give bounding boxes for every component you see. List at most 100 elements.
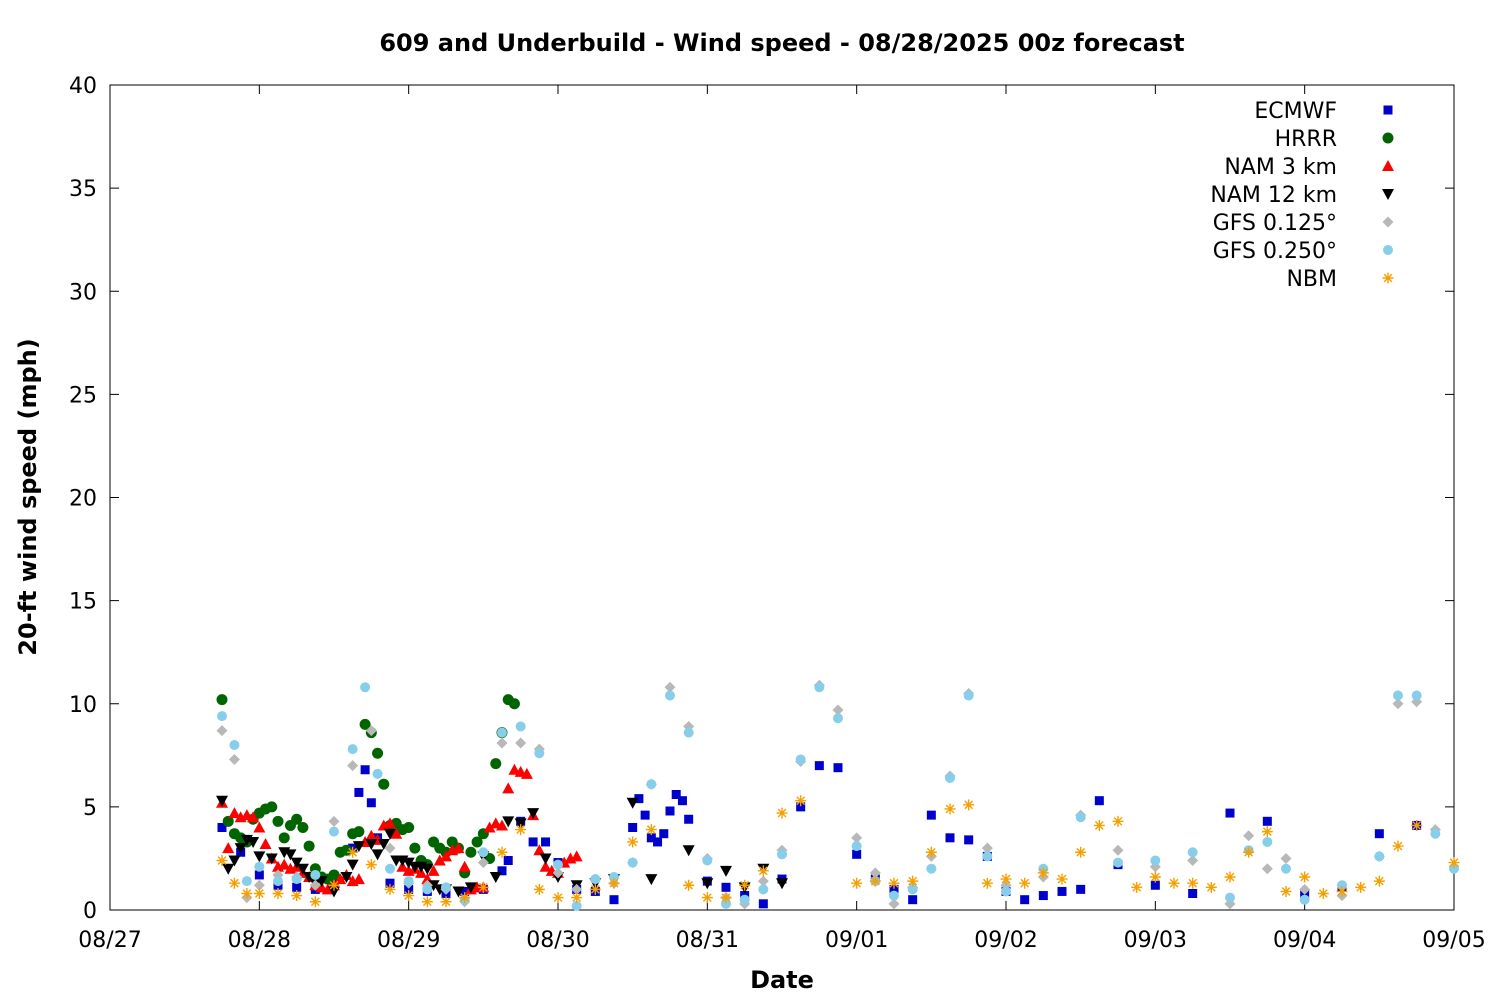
data-point-nam-12-km [296, 863, 309, 875]
legend-entry-gfs-0-125: GFS 0.125° [1213, 211, 1394, 236]
data-point-gfs-0-250 [963, 690, 974, 701]
data-point-nbm [1392, 840, 1404, 852]
legend-marker-nam-3-km [1382, 160, 1394, 171]
data-point-ecmwf [964, 835, 974, 845]
data-point-nam-12-km [340, 872, 353, 883]
data-point-nbm [1075, 846, 1087, 858]
data-point-ecmwf [945, 833, 955, 843]
data-point-hrrr [266, 801, 278, 813]
data-point-gfs-0-125 [1112, 844, 1124, 856]
data-point-nam-12-km [626, 797, 639, 809]
data-point-nbm [1093, 819, 1105, 831]
data-point-nam-3-km [440, 850, 452, 862]
data-point-ecmwf [1076, 884, 1086, 894]
data-point-nbm [701, 892, 713, 904]
legend-label: NBM [1286, 267, 1337, 292]
data-point-gfs-0-250 [758, 884, 769, 895]
data-point-nam-12-km [228, 855, 241, 867]
legend-marker-hrrr [1382, 132, 1394, 144]
data-point-gfs-0-250 [665, 690, 675, 701]
legend-label: GFS 0.125° [1213, 211, 1337, 236]
data-point-nam-3-km [390, 827, 403, 839]
data-point-hrrr [328, 869, 340, 881]
data-point-gfs-0-125 [328, 815, 340, 827]
data-point-nam-12-km [216, 795, 228, 807]
data-point-gfs-0-250 [1393, 690, 1403, 701]
data-point-ecmwf [292, 882, 302, 892]
data-point-gfs-0-250 [254, 861, 265, 872]
series-nbm [216, 795, 1460, 908]
data-point-gfs-0-250 [497, 727, 507, 738]
data-point-nam-3-km [384, 817, 396, 829]
data-point-gfs-0-125 [888, 898, 900, 910]
x-tick-label: 08/31 [676, 928, 739, 953]
legend-marker-nam-12-km [1382, 189, 1394, 200]
data-point-nbm [253, 888, 265, 899]
data-point-ecmwf [852, 849, 862, 859]
data-point-ecmwf [665, 806, 675, 816]
data-point-gfs-0-125 [981, 842, 993, 854]
data-point-gfs-0-250 [702, 855, 713, 866]
data-point-nam-12-km [464, 882, 477, 894]
y-tick-label: 35 [69, 177, 97, 202]
data-point-nbm [963, 799, 975, 811]
data-point-gfs-0-250 [590, 874, 601, 885]
data-point-ecmwf [503, 856, 513, 865]
legend-entry-gfs-0-250: GFS 0.250° [1213, 239, 1393, 264]
data-point-ecmwf [541, 837, 551, 847]
data-point-nam-12-km [776, 878, 788, 890]
legend-marker-gfs-0-125 [1382, 216, 1394, 228]
axes: 0 5 10 15 20 25 30 35 40 08/27 08/28 08/29 08/30 08/3… [69, 74, 1486, 953]
data-point-ecmwf [721, 882, 731, 892]
data-point-hrrr [278, 832, 290, 844]
data-point-nbm [1224, 871, 1236, 883]
data-point-ecmwf [628, 823, 638, 832]
data-point-ecmwf [684, 814, 694, 824]
data-point-nam-12-km [421, 863, 434, 875]
data-point-ecmwf [646, 833, 656, 843]
data-point-gfs-0-250 [1374, 851, 1385, 862]
data-point-gfs-0-250 [1113, 857, 1123, 868]
data-point-nbm [1280, 885, 1292, 897]
x-tick-label: 09/01 [825, 928, 888, 953]
data-point-hrrr [291, 813, 303, 825]
data-point-nbm [795, 795, 807, 807]
data-point-nam-12-km [315, 876, 328, 888]
data-point-ecmwf [528, 837, 538, 847]
data-point-gfs-0-250 [553, 859, 563, 870]
data-point-nam-3-km [321, 883, 334, 895]
data-point-ecmwf [926, 810, 936, 820]
y-axis-label-group: 20-ft wind speed (mph) [14, 338, 42, 655]
data-point-gfs-0-250 [1281, 863, 1291, 874]
data-point-gfs-0-250 [360, 682, 371, 693]
data-point-gfs-0-250 [1001, 886, 1011, 897]
data-point-gfs-0-125 [1299, 883, 1311, 895]
data-point-gfs-0-125 [832, 704, 844, 716]
data-point-nbm [944, 803, 956, 815]
data-point-gfs-0-125 [664, 681, 676, 693]
data-point-nbm [552, 892, 564, 904]
data-point-gfs-0-250 [534, 748, 545, 759]
data-point-ecmwf [497, 866, 507, 876]
data-point-nbm [291, 890, 303, 902]
data-point-gfs-0-250 [814, 682, 825, 693]
x-tick-label: 08/27 [78, 928, 141, 953]
data-point-gfs-0-250 [422, 884, 433, 895]
data-point-nam-3-km [427, 864, 440, 876]
data-point-nam-12-km [384, 828, 396, 840]
x-tick-label: 09/04 [1273, 928, 1336, 953]
data-point-gfs-0-125 [1187, 855, 1199, 866]
y-tick-label: 25 [69, 383, 97, 408]
data-point-gfs-0-250 [851, 841, 862, 852]
data-point-gfs-0-250 [478, 847, 489, 858]
data-point-ecmwf [1374, 829, 1384, 839]
legend-label: ECMWF [1254, 99, 1337, 124]
data-point-gfs-0-250 [1411, 690, 1422, 701]
data-point-nbm [683, 879, 695, 891]
data-point-gfs-0-125 [228, 753, 240, 765]
data-point-nam-12-km [402, 857, 415, 869]
data-point-nam-3-km [228, 807, 241, 819]
data-point-nam-3-km [483, 821, 496, 833]
data-point-gfs-0-250 [646, 779, 657, 790]
data-point-nbm [1037, 867, 1049, 879]
